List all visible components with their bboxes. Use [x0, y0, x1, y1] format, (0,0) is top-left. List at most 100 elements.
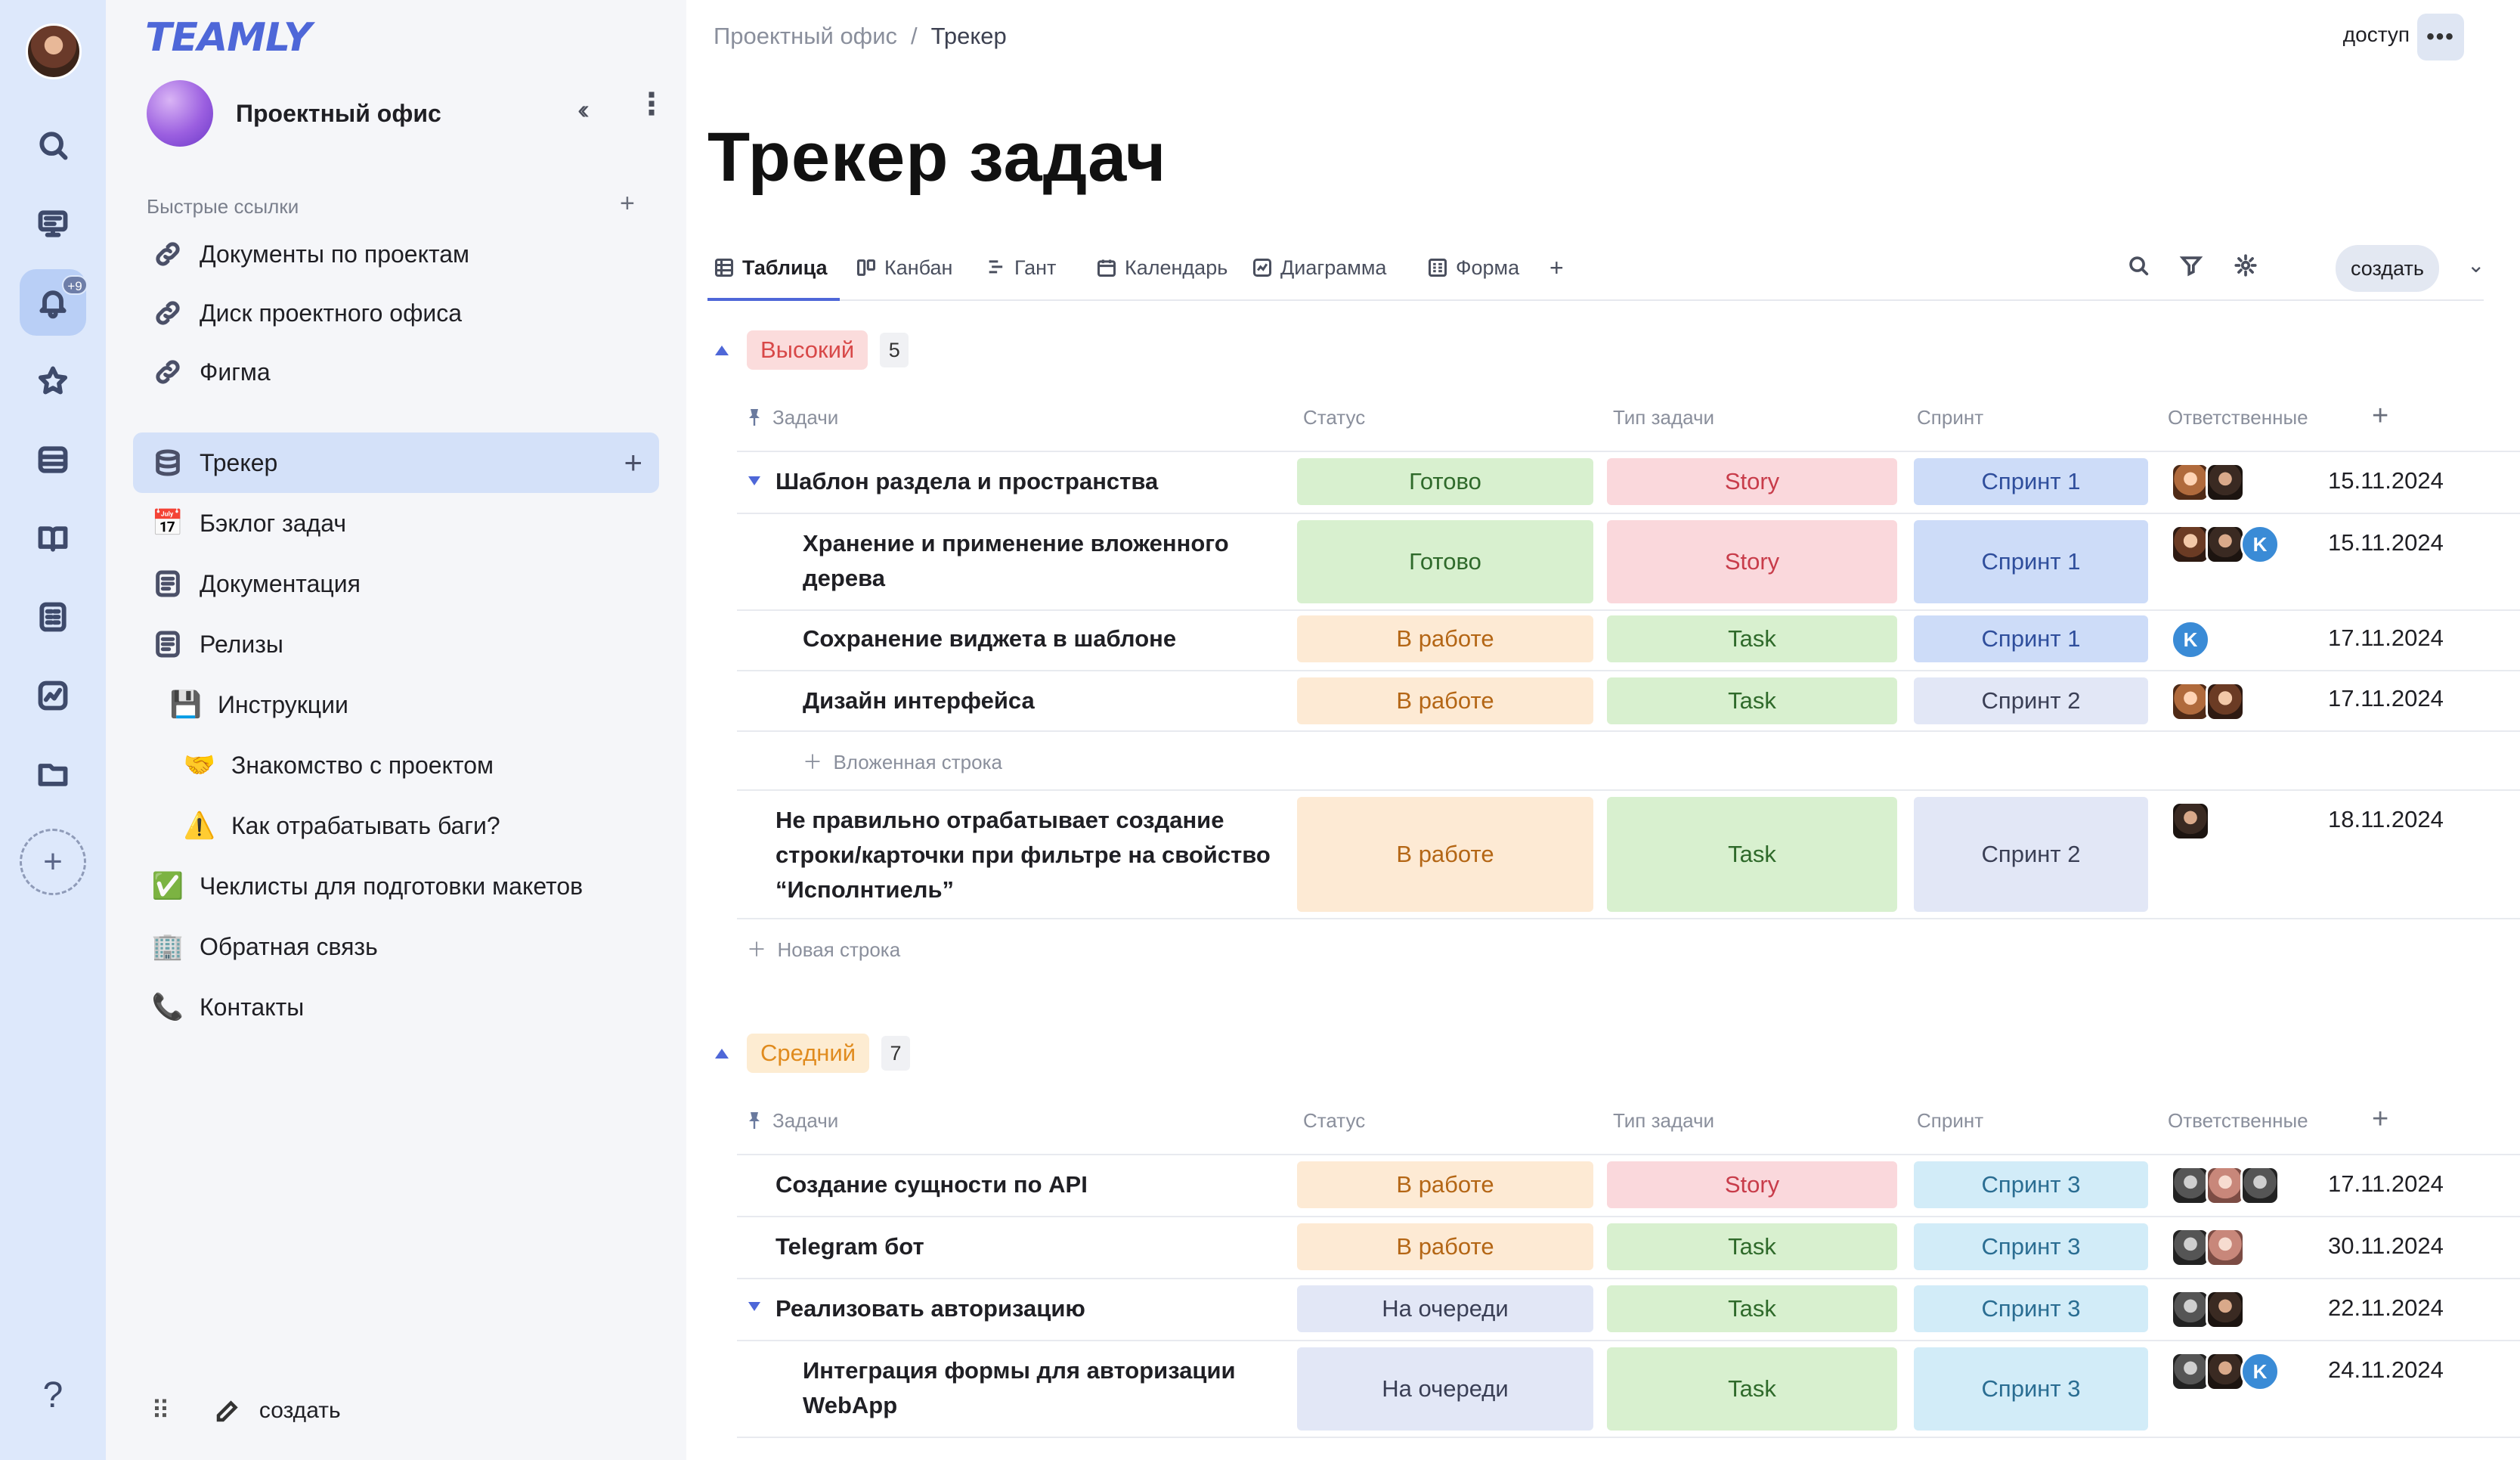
column-header-status[interactable]: Статус [1303, 1108, 1366, 1132]
column-header-status[interactable]: Статус [1303, 405, 1366, 429]
archive-icon[interactable] [20, 426, 86, 493]
sprint-cell[interactable]: Спринт 2 [1914, 797, 2148, 912]
status-cell[interactable]: На очереди [1297, 1347, 1593, 1431]
sidebar-item-releases[interactable]: Релизы [133, 614, 659, 674]
status-cell[interactable]: В работе [1297, 615, 1593, 662]
assignees[interactable] [2171, 463, 2245, 502]
breadcrumb-item[interactable]: Проектный офис [714, 23, 898, 49]
status-cell[interactable]: Готово [1297, 520, 1593, 603]
date-cell[interactable]: 22.11.2024 [2328, 1294, 2444, 1321]
add-column-button[interactable]: + [2372, 1102, 2389, 1135]
add-space-button[interactable]: + [20, 829, 86, 895]
column-header-type[interactable]: Тип задачи [1613, 405, 1715, 429]
sidebar-item-instructions[interactable]: 💾 Инструкции [133, 674, 659, 735]
column-header-assignees[interactable]: Ответственные [2168, 1108, 2308, 1132]
type-cell[interactable]: Task [1607, 1285, 1897, 1332]
add-child-button[interactable]: + [624, 445, 642, 480]
tab-gantt[interactable]: Гант [986, 245, 1056, 290]
chart-icon[interactable] [20, 662, 86, 729]
tab-chart[interactable]: Диаграмма [1252, 245, 1386, 290]
group-header-high[interactable]: Высокий 5 [715, 330, 909, 370]
search-icon[interactable] [2125, 253, 2156, 283]
create-record-button[interactable]: создать [2336, 245, 2439, 292]
date-cell[interactable]: 15.11.2024 [2328, 529, 2444, 556]
user-avatar[interactable] [26, 23, 82, 79]
more-horizontal-icon[interactable]: ••• [2417, 14, 2464, 60]
assignees[interactable] [2171, 1228, 2245, 1267]
edit-icon[interactable] [214, 1397, 241, 1424]
task-name[interactable]: Реализовать авторизацию [776, 1295, 1085, 1322]
filter-icon[interactable] [2178, 253, 2209, 283]
assignees[interactable]: K [2171, 525, 2280, 564]
date-cell[interactable]: 17.11.2024 [2328, 625, 2444, 651]
star-icon[interactable] [20, 348, 86, 414]
tab-form[interactable]: Форма [1427, 245, 1519, 290]
assignees[interactable]: K [2171, 1352, 2280, 1391]
add-row-button[interactable]: ＋ Новая строка [747, 938, 901, 961]
type-cell[interactable]: Task [1607, 1347, 1897, 1431]
sprint-cell[interactable]: Спринт 3 [1914, 1285, 2148, 1332]
task-name[interactable]: Хранение и применение вложенного дерева [803, 530, 1229, 591]
expand-row-icon[interactable] [748, 476, 760, 485]
task-name[interactable]: Не правильно отрабатывает создание строк… [776, 807, 1271, 903]
assignees[interactable] [2171, 682, 2245, 721]
column-header-tasks[interactable]: Задачи [747, 395, 838, 440]
help-icon[interactable]: ? [42, 1375, 63, 1415]
sprint-cell[interactable]: Спринт 3 [1914, 1347, 2148, 1431]
type-cell[interactable]: Story [1607, 520, 1897, 603]
date-cell[interactable]: 24.11.2024 [2328, 1356, 2444, 1383]
assignees[interactable] [2171, 1166, 2280, 1205]
sidebar-item-checklists[interactable]: ✅ Чеклисты для подготовки макетов [133, 856, 659, 916]
expand-row-icon[interactable] [748, 1302, 760, 1311]
sprint-cell[interactable]: Спринт 1 [1914, 458, 2148, 505]
sidebar-item-bugs[interactable]: ⚠️ Как отрабатывать баги? [133, 795, 659, 856]
sidebar-item-backlog[interactable]: 📅 Бэклог задач [133, 493, 659, 553]
date-cell[interactable]: 30.11.2024 [2328, 1232, 2444, 1259]
add-nested-row-button[interactable]: ＋ Вложенная строка [803, 751, 1002, 773]
task-name[interactable]: Дизайн интерфейса [803, 687, 1035, 714]
sidebar-item-tracker[interactable]: Трекер + [133, 432, 659, 493]
add-column-button[interactable]: + [2372, 399, 2389, 432]
sprint-cell[interactable]: Спринт 3 [1914, 1161, 2148, 1208]
type-cell[interactable]: Task [1607, 1223, 1897, 1270]
collapse-sidebar-icon[interactable]: ‹‹ [577, 94, 590, 125]
quick-link-disk[interactable]: Диск проектного офиса [133, 283, 659, 343]
tab-table[interactable]: Таблица [714, 245, 828, 290]
add-quick-link-button[interactable]: + [620, 189, 635, 218]
column-header-assignees[interactable]: Ответственные [2168, 405, 2308, 429]
sidebar-item-contacts[interactable]: 📞 Контакты [133, 977, 659, 1037]
access-button[interactable]: доступ [2342, 23, 2410, 46]
status-cell[interactable]: В работе [1297, 1161, 1593, 1208]
column-header-sprint[interactable]: Спринт [1917, 1108, 1984, 1132]
status-cell[interactable]: В работе [1297, 1223, 1593, 1270]
sprint-cell[interactable]: Спринт 3 [1914, 1223, 2148, 1270]
sidebar-item-documentation[interactable]: Документация [133, 553, 659, 614]
status-cell[interactable]: Готово [1297, 458, 1593, 505]
book-icon[interactable] [20, 505, 86, 572]
assignees[interactable] [2171, 801, 2210, 841]
assignees[interactable] [2171, 1290, 2245, 1329]
status-cell[interactable]: В работе [1297, 797, 1593, 912]
collapse-group-icon[interactable] [715, 345, 729, 355]
more-vertical-icon[interactable]: ⋮ [636, 88, 667, 121]
search-icon[interactable] [20, 112, 86, 178]
sidebar-create-button[interactable]: создать [259, 1398, 341, 1423]
sprint-cell[interactable]: Спринт 1 [1914, 615, 2148, 662]
drag-handle-icon[interactable]: ⠿ [151, 1396, 172, 1425]
calculator-icon[interactable] [20, 584, 86, 650]
date-cell[interactable]: 17.11.2024 [2328, 685, 2444, 711]
tab-calendar[interactable]: Календарь [1096, 245, 1227, 290]
type-cell[interactable]: Task [1607, 615, 1897, 662]
status-cell[interactable]: В работе [1297, 677, 1593, 724]
type-cell[interactable]: Task [1607, 677, 1897, 724]
sprint-cell[interactable]: Спринт 2 [1914, 677, 2148, 724]
task-name[interactable]: Интеграция формы для авторизации WebApp [803, 1357, 1236, 1418]
date-cell[interactable]: 15.11.2024 [2328, 467, 2444, 494]
quick-link-projects-docs[interactable]: Документы по проектам [133, 224, 659, 284]
quick-link-figma[interactable]: Фигма [133, 342, 659, 402]
task-name[interactable]: Сохранение виджета в шаблоне [803, 625, 1177, 652]
sprint-cell[interactable]: Спринт 1 [1914, 520, 2148, 603]
chevron-down-icon[interactable]: ⌄ [2467, 253, 2485, 277]
teamly-logo[interactable]: TEAMLY [145, 15, 312, 60]
monitor-icon[interactable] [20, 191, 86, 257]
